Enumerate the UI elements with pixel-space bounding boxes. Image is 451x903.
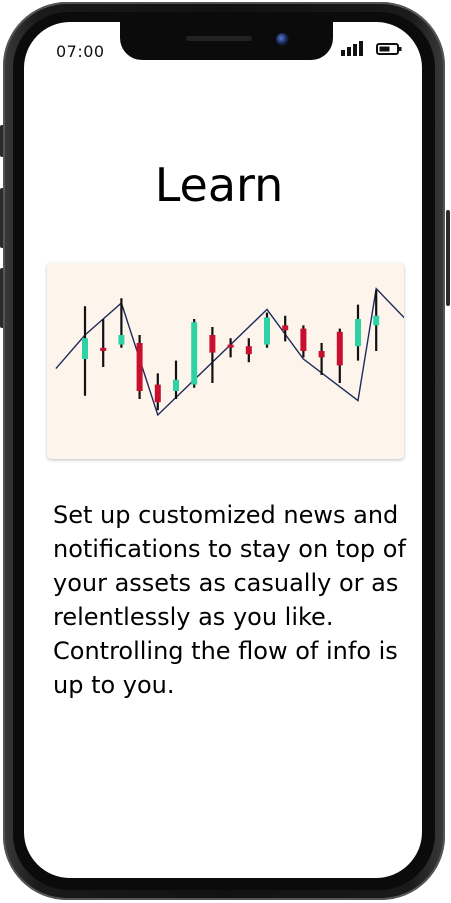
candle-body [82,338,88,359]
volume-up-button [0,188,4,248]
candle-body [282,325,289,331]
page-title: Learn [154,158,284,212]
candle [136,335,143,399]
candle-body [173,379,179,391]
candlestick-chart [55,287,404,417]
candle [154,373,161,411]
candle [227,338,234,358]
power-button [446,210,450,306]
candle-body [191,322,198,385]
candle [282,315,289,342]
mute-switch [0,125,4,157]
candle [355,304,361,361]
candle-body [300,328,307,351]
notch [120,22,333,60]
candle-body [318,351,325,358]
candle [173,360,179,399]
earpiece-speaker [186,36,252,41]
candle [100,319,107,367]
candle-body [136,343,143,391]
battery-icon [376,43,402,55]
volume-down-button [0,268,4,328]
candle [264,312,270,348]
candle-body [227,344,234,348]
candle-body [264,317,270,345]
candle-body [336,331,343,366]
candle-body [118,335,125,345]
candle [245,338,252,363]
candle-body [100,347,107,351]
candle [191,319,198,388]
candle [373,290,380,351]
cellular-signal-icon [341,41,363,56]
candle [82,306,88,396]
candlestick-chart-card [47,263,404,459]
candle [118,298,125,348]
candle-body [154,384,161,403]
candle [318,343,325,375]
candle-body [355,319,361,347]
candle-body [245,346,252,355]
trend-line [55,287,404,417]
front-camera-icon [276,33,289,46]
candle-body [209,335,216,353]
candle [336,328,343,383]
description-text: Set up customized news and notifications… [53,501,406,699]
candle [209,327,216,383]
candle-body [373,315,380,326]
candle [300,325,307,358]
status-time: 07:00 [56,42,105,61]
